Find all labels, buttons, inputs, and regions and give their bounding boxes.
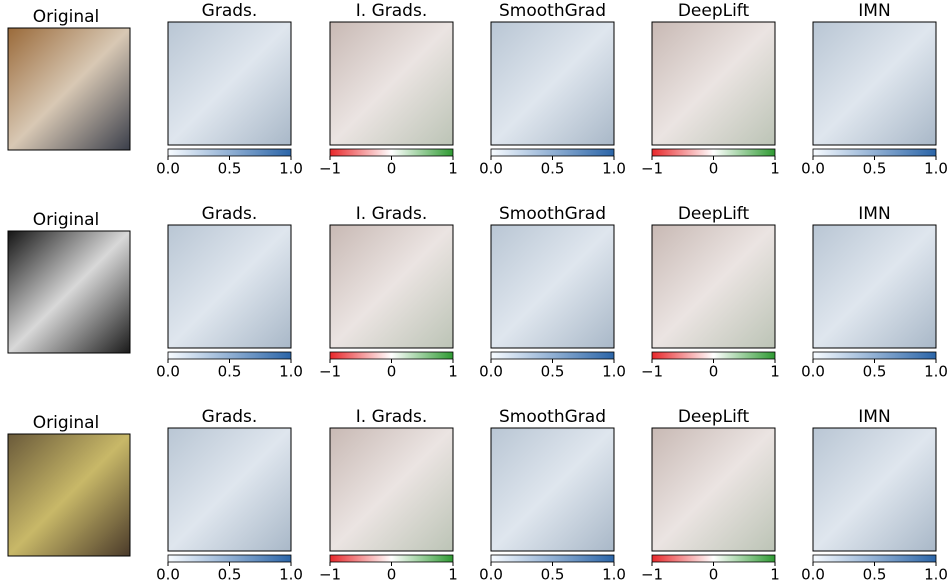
colorbar <box>329 351 454 360</box>
panel-title: I. Grads. <box>356 1 427 21</box>
panel-title: IMN <box>858 204 890 224</box>
colorbar-tick-label: −1 <box>319 160 341 178</box>
colorbar-tick-label: 1.0 <box>924 566 948 584</box>
attribution-map <box>329 427 454 552</box>
colorbar-tick-label: −1 <box>641 566 663 584</box>
colorbar-tick-label: 0.5 <box>863 566 887 584</box>
colorbar-tick-label: 0.5 <box>541 363 565 381</box>
attribution-map <box>812 224 937 349</box>
colorbar-tick-label: 0 <box>387 566 397 584</box>
colorbar-tick-label: 0 <box>387 363 397 381</box>
colorbar-tick-label: 1.0 <box>279 566 303 584</box>
attribution-map <box>167 21 292 146</box>
colorbar <box>167 148 292 157</box>
panel-title: I. Grads. <box>356 204 427 224</box>
colorbar <box>490 351 615 360</box>
original-label: Original <box>33 7 100 27</box>
colorbar-tick-label: 0.5 <box>218 363 242 381</box>
colorbar-tick-label: 1.0 <box>602 160 626 178</box>
colorbar-tick-label: 1 <box>448 566 458 584</box>
colorbar-tick-label: 0 <box>709 160 719 178</box>
colorbar-tick-label: 1.0 <box>279 160 303 178</box>
colorbar <box>490 148 615 157</box>
colorbar-tick-label: 0.5 <box>218 566 242 584</box>
attribution-map <box>651 427 776 552</box>
panel-title: IMN <box>858 1 890 21</box>
panel-title: Grads. <box>202 1 258 21</box>
colorbar <box>167 554 292 563</box>
colorbar-tick-label: 0.5 <box>218 160 242 178</box>
attribution-map <box>329 224 454 349</box>
colorbar-tick-label: −1 <box>319 566 341 584</box>
attribution-map <box>167 224 292 349</box>
panel-title: DeepLift <box>678 1 750 21</box>
colorbar <box>812 148 937 157</box>
colorbar-tick-label: 1 <box>448 160 458 178</box>
colorbar-tick-label: 0.5 <box>863 363 887 381</box>
original-image <box>7 433 131 557</box>
attribution-map <box>167 427 292 552</box>
colorbar-tick-label: 0.5 <box>863 160 887 178</box>
original-image <box>7 27 131 151</box>
panel-title: Grads. <box>202 204 258 224</box>
colorbar-tick-label: −1 <box>641 160 663 178</box>
colorbar-tick-label: 1 <box>448 363 458 381</box>
original-label: Original <box>33 413 100 433</box>
colorbar-tick-label: 1.0 <box>602 363 626 381</box>
colorbar-tick-label: 1.0 <box>602 566 626 584</box>
colorbar-tick-label: 1 <box>770 363 780 381</box>
colorbar-tick-label: 1 <box>770 566 780 584</box>
attribution-map <box>651 21 776 146</box>
colorbar-tick-label: 0 <box>709 363 719 381</box>
attribution-map <box>490 21 615 146</box>
panel-title: SmoothGrad <box>499 1 606 21</box>
colorbar <box>812 554 937 563</box>
colorbar <box>490 554 615 563</box>
colorbar-tick-label: 0.0 <box>801 160 825 178</box>
original-image <box>7 230 131 354</box>
colorbar-tick-label: 1 <box>770 160 780 178</box>
attribution-map <box>490 224 615 349</box>
panel-title: DeepLift <box>678 407 750 427</box>
colorbar-tick-label: 1.0 <box>924 363 948 381</box>
colorbar-tick-label: 1.0 <box>279 363 303 381</box>
colorbar-tick-label: 0.5 <box>541 566 565 584</box>
colorbar-tick-label: 0.0 <box>156 363 180 381</box>
colorbar-tick-label: 1.0 <box>924 160 948 178</box>
colorbar-tick-label: 0.0 <box>479 566 503 584</box>
colorbar-tick-label: 0.0 <box>479 160 503 178</box>
colorbar-tick-label: 0.5 <box>541 160 565 178</box>
panel-title: I. Grads. <box>356 407 427 427</box>
colorbar <box>329 148 454 157</box>
panel-title: DeepLift <box>678 204 750 224</box>
panel-title: Grads. <box>202 407 258 427</box>
attribution-map <box>651 224 776 349</box>
panel-title: IMN <box>858 407 890 427</box>
colorbar-tick-label: −1 <box>319 363 341 381</box>
colorbar <box>329 554 454 563</box>
colorbar <box>651 148 776 157</box>
colorbar-tick-label: 0.0 <box>156 160 180 178</box>
colorbar-tick-label: 0.0 <box>156 566 180 584</box>
panel-title: SmoothGrad <box>499 407 606 427</box>
colorbar <box>812 351 937 360</box>
original-label: Original <box>33 210 100 230</box>
attribution-map <box>812 21 937 146</box>
attribution-map <box>490 427 615 552</box>
attribution-map <box>329 21 454 146</box>
colorbar <box>167 351 292 360</box>
attribution-map <box>812 427 937 552</box>
colorbar-tick-label: 0.0 <box>801 363 825 381</box>
colorbar <box>651 554 776 563</box>
colorbar-tick-label: 0.0 <box>479 363 503 381</box>
colorbar-tick-label: 0.0 <box>801 566 825 584</box>
panel-title: SmoothGrad <box>499 204 606 224</box>
colorbar-tick-label: 0 <box>387 160 397 178</box>
colorbar-tick-label: 0 <box>709 566 719 584</box>
colorbar-tick-label: −1 <box>641 363 663 381</box>
colorbar <box>651 351 776 360</box>
